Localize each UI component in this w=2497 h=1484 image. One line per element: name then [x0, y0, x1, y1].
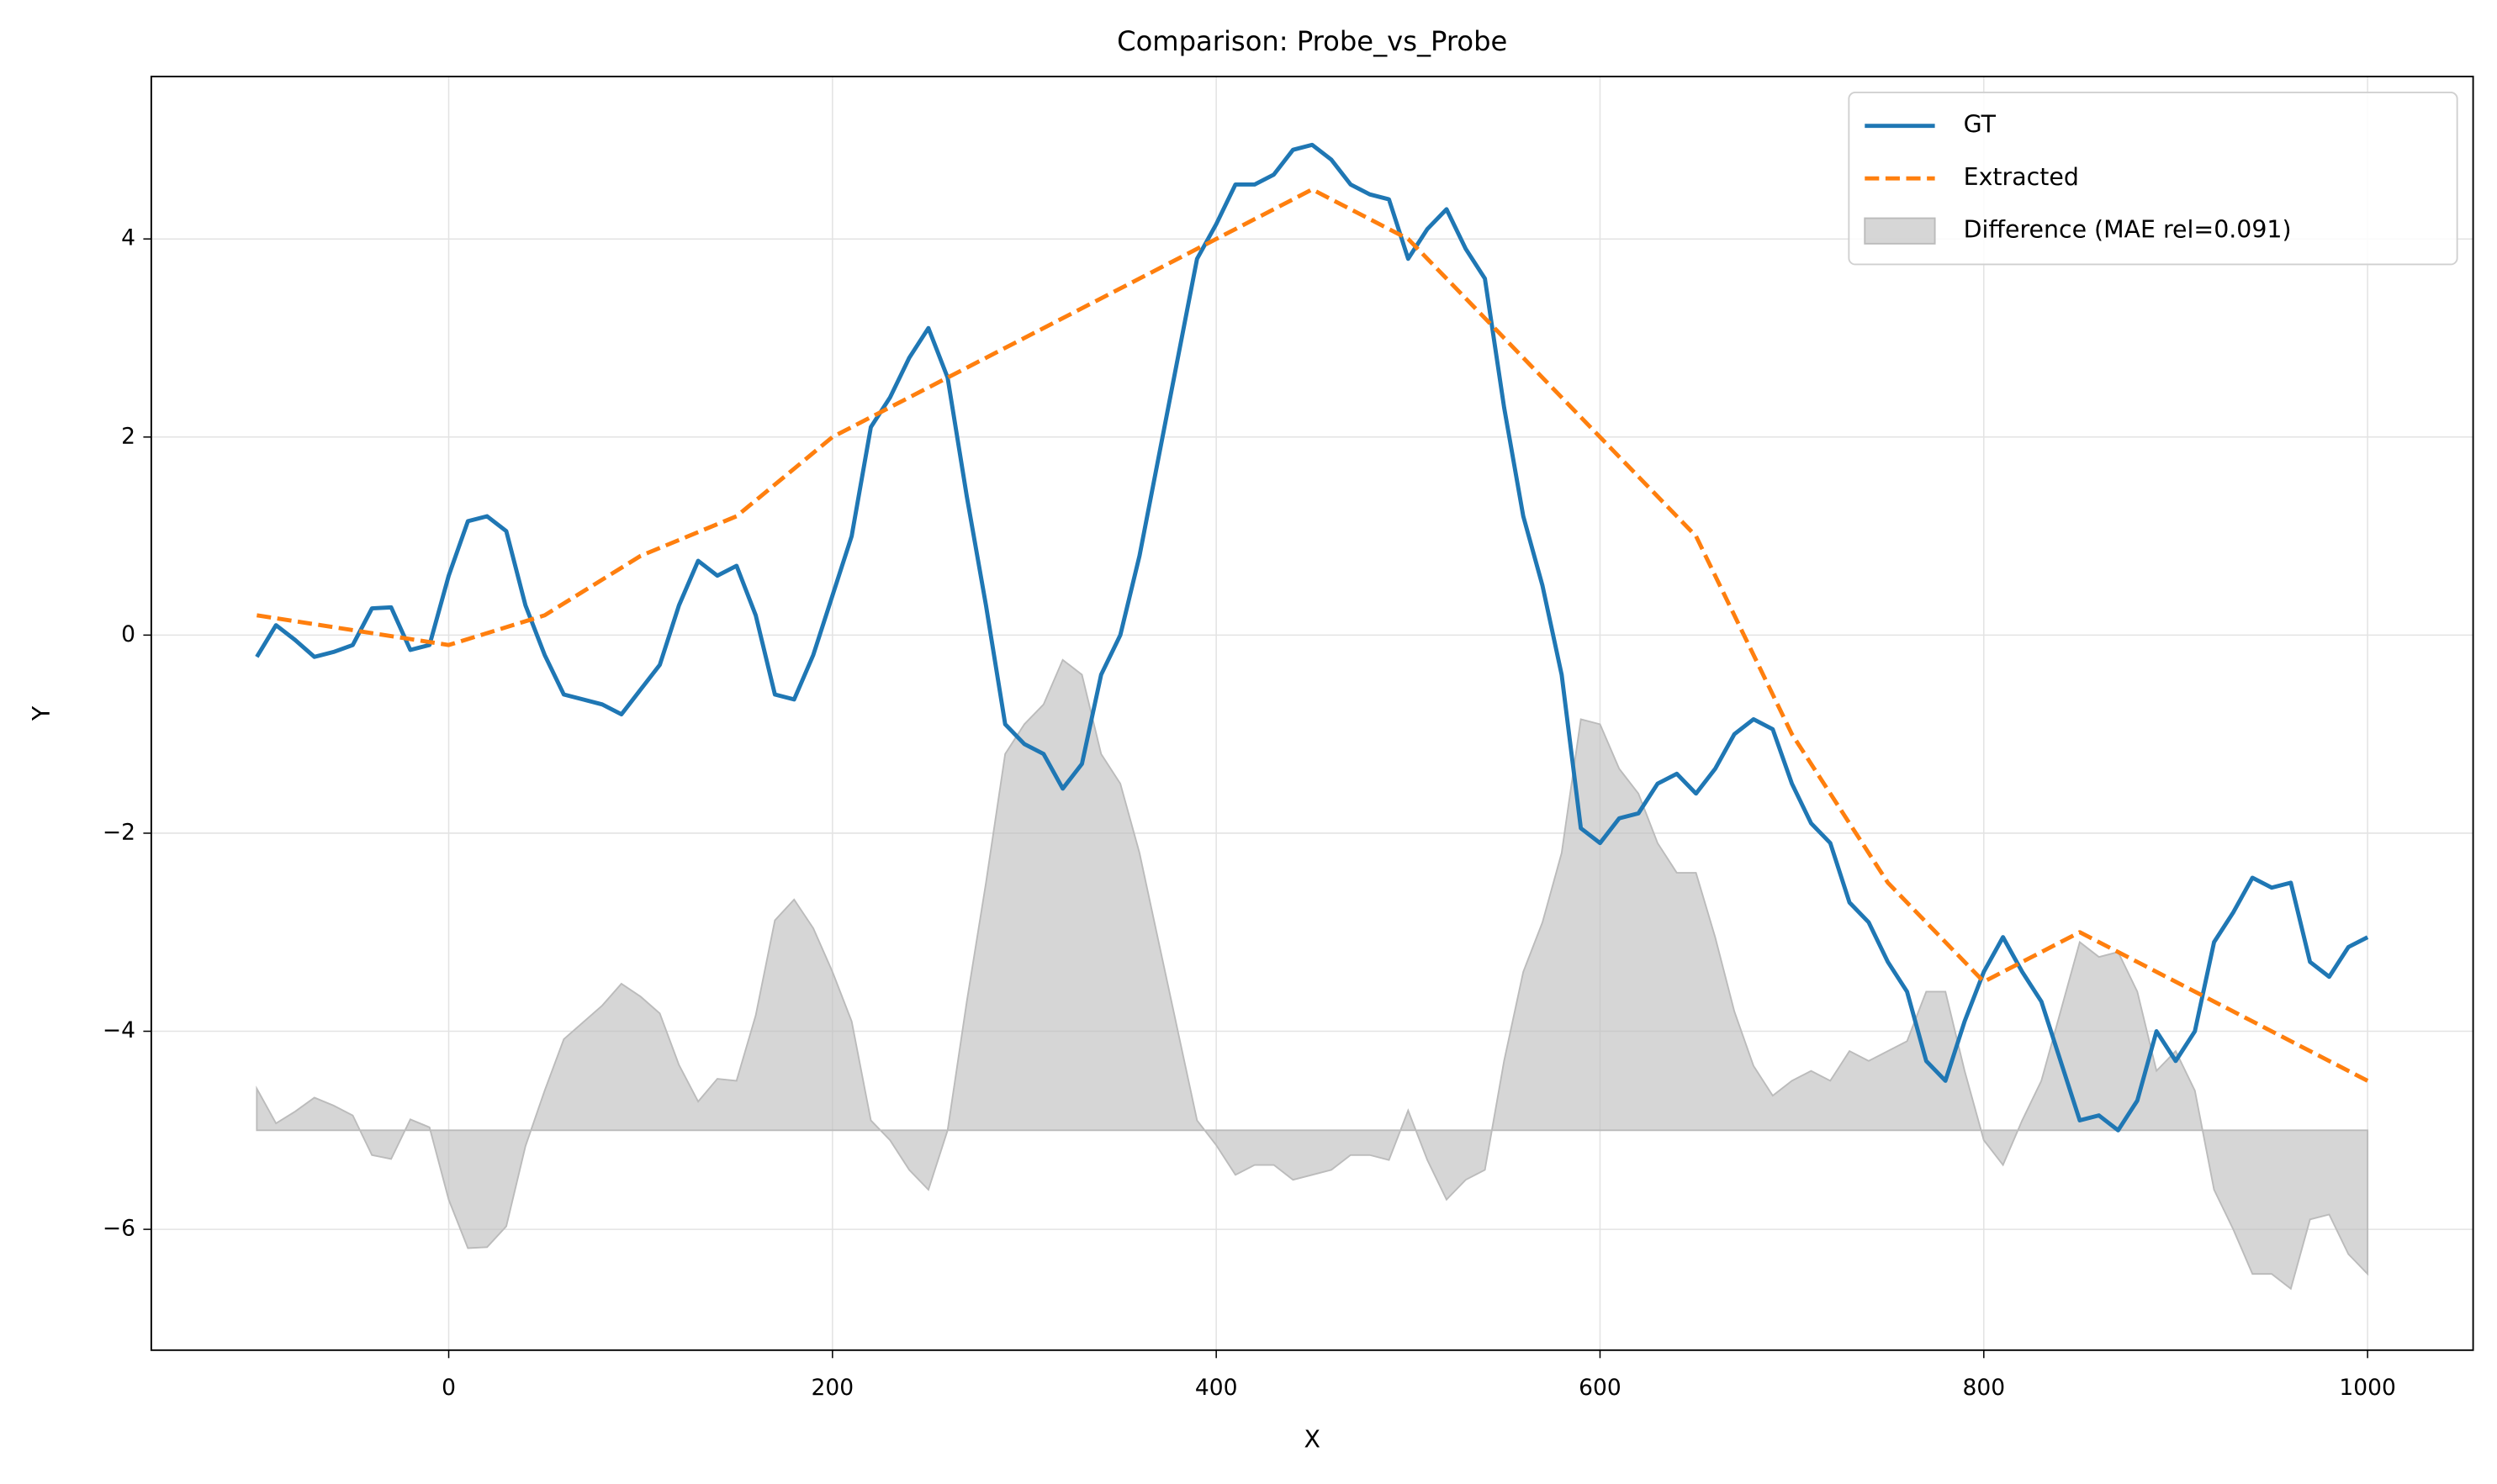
series-line	[256, 187, 2369, 1083]
legend: GT Extracted Difference (MAE rel=0.091)	[1848, 92, 2458, 266]
chart-title: Comparison: Probe_vs_Probe	[1117, 25, 1507, 57]
y-tick-label: −4	[103, 1017, 135, 1043]
y-tick-label: 2	[121, 423, 135, 449]
y-tick-label: 4	[121, 225, 135, 251]
x-tick-label: 200	[812, 1375, 854, 1401]
plot-area	[255, 142, 2369, 1291]
x-tick-label: 600	[1579, 1375, 1621, 1401]
difference-area	[256, 658, 2369, 1291]
y-tick-label: 0	[121, 621, 135, 647]
legend-label: Extracted	[1964, 163, 2079, 191]
y-tick-label: −2	[103, 819, 135, 845]
legend-label: Difference (MAE rel=0.091)	[1964, 216, 2292, 244]
plot-frame	[150, 76, 2474, 1351]
x-tick-label: 0	[442, 1375, 456, 1401]
x-tick-label: 800	[1962, 1375, 2005, 1401]
x-tick-label: 1000	[2339, 1375, 2395, 1401]
legend-box	[1848, 92, 2458, 266]
series-line	[255, 142, 2369, 1133]
y-tick-label: −6	[103, 1216, 135, 1242]
legend-swatch	[1864, 217, 1936, 245]
y-axis-label: Y	[28, 705, 56, 721]
legend-label: GT	[1964, 111, 1997, 139]
x-axis-label: X	[1304, 1426, 1320, 1454]
x-tick-label: 400	[1195, 1375, 1238, 1401]
